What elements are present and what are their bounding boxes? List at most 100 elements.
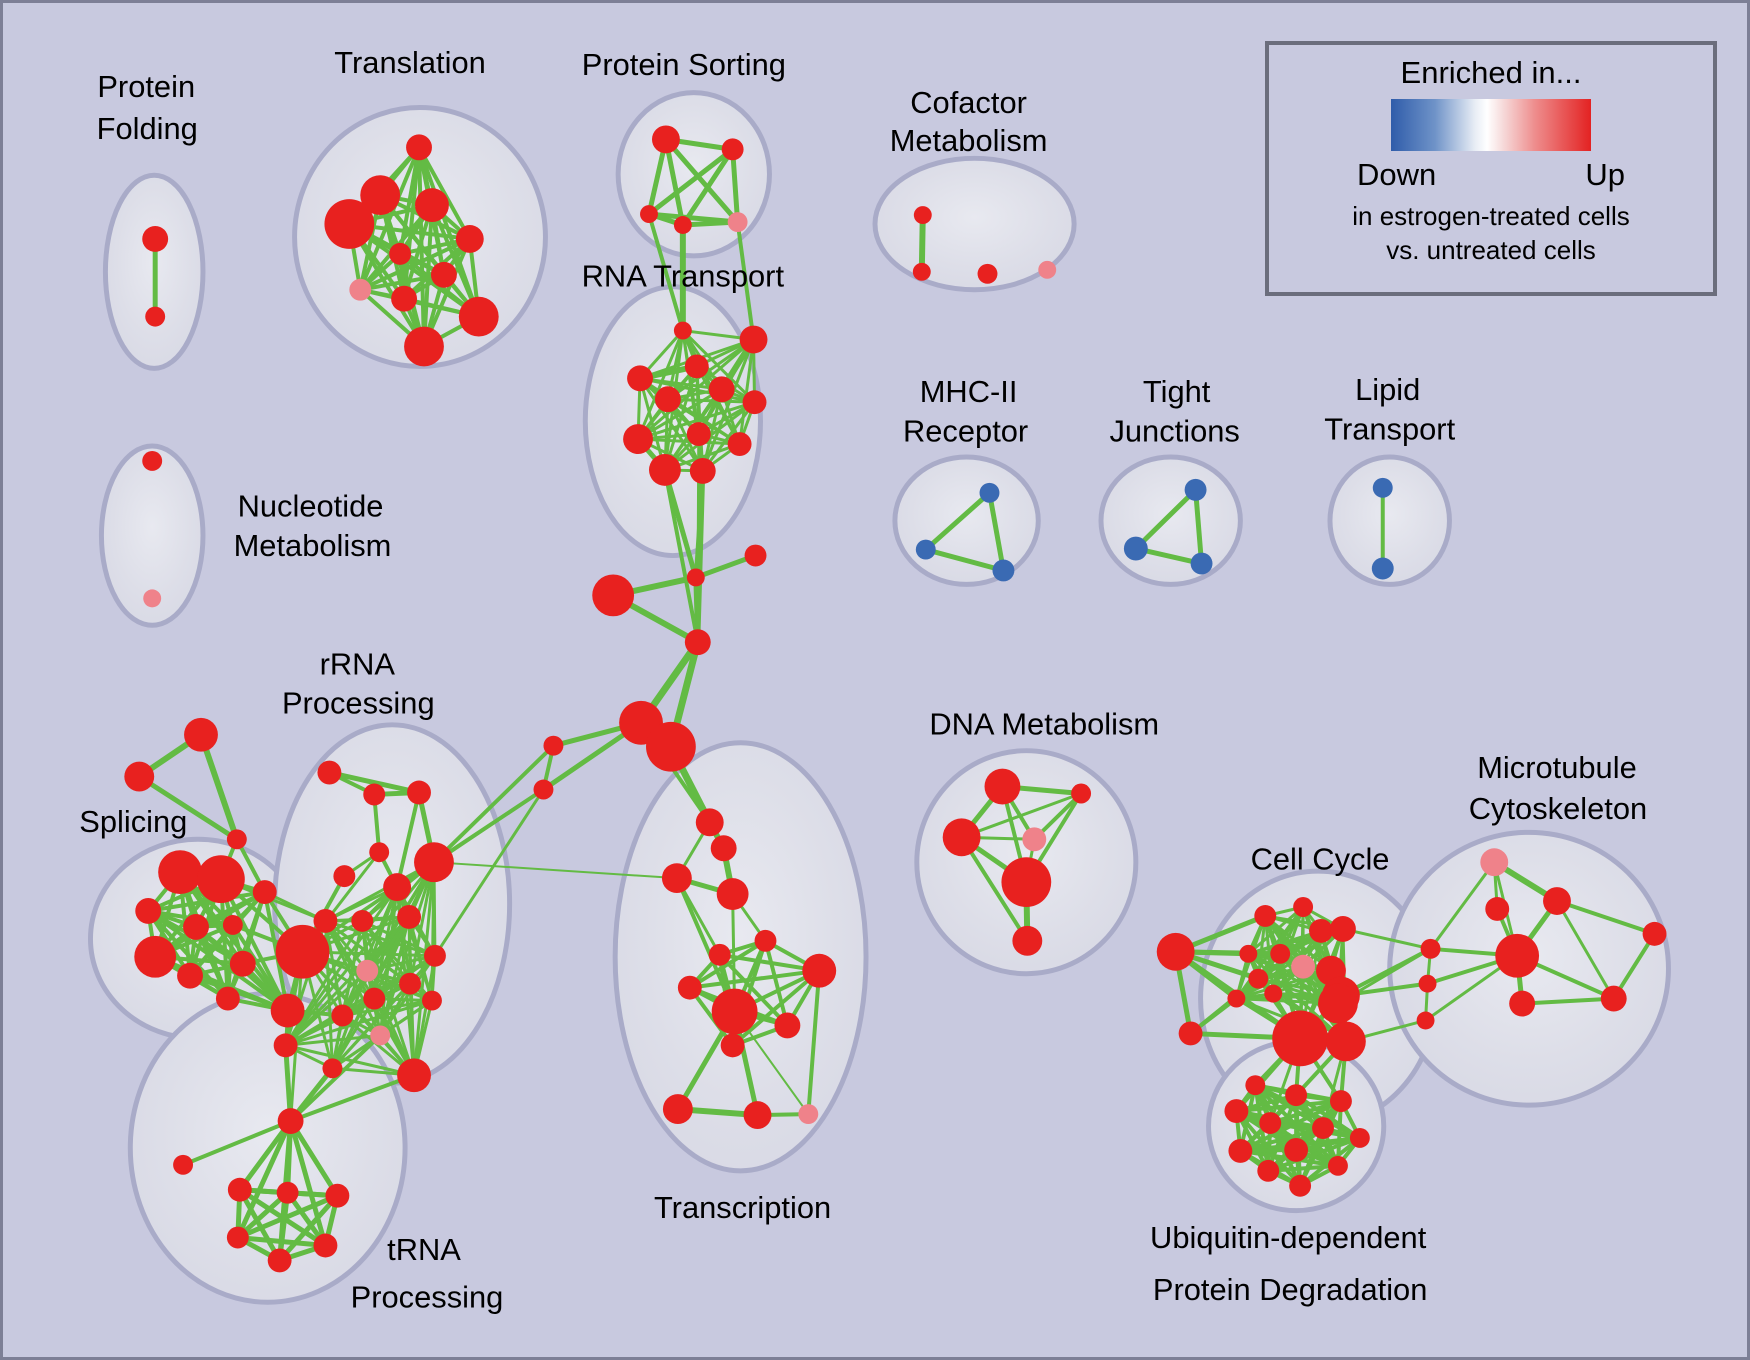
network-node-splicing-3 — [252, 880, 277, 905]
network-node-cofactor-2 — [977, 263, 998, 284]
network-edge-link — [647, 212, 685, 333]
network-node-rna_transport-1 — [739, 325, 768, 354]
cluster-label-protein_folding-line1: Folding — [97, 111, 198, 146]
network-node-rna_transport-3 — [684, 354, 709, 379]
cluster-ellipse-mhc — [892, 454, 1041, 587]
network-node-trna-7 — [267, 1248, 292, 1273]
legend-gradient-bar — [1391, 99, 1591, 151]
network-edge-tight — [1133, 487, 1199, 552]
network-edge-protein_sorting — [730, 146, 741, 225]
network-node-ubiquitin-5 — [1312, 1117, 1334, 1139]
network-edge-rrna — [408, 860, 436, 986]
network-node-transcription-12 — [743, 1101, 772, 1130]
network-node-ubiquitin-2 — [1329, 1090, 1352, 1113]
network-node-transcription-10 — [720, 1033, 745, 1058]
network-node-microtubule-6 — [1416, 1011, 1435, 1030]
network-edge-ubiquitin — [1266, 1135, 1362, 1173]
cluster-label-rrna-line1: Processing — [282, 685, 435, 720]
network-canvas: Protein Folding Translation Protein Sorting… — [79, 45, 1671, 1315]
network-edge-rrna — [395, 790, 422, 890]
cluster-label-splicing-line0: Splicing — [79, 804, 187, 839]
network-edge-transcription — [687, 968, 822, 990]
network-node-rna_transport-7 — [623, 424, 653, 455]
network-edge-rna_transport — [666, 397, 757, 404]
network-node-rrna-10 — [275, 924, 330, 979]
legend-box: Enriched in... Down Up in estrogen-treat… — [1265, 41, 1717, 296]
network-node-ubiquitin-7 — [1228, 1138, 1253, 1163]
network-node-rna_transport-10 — [649, 454, 681, 486]
network-node-cofactor-1 — [912, 262, 931, 281]
network-node-ubiquitin-1 — [1285, 1084, 1308, 1107]
cluster-label-rna_transport-line0: RNA Transport — [582, 258, 785, 293]
legend-subtitle-line1: in estrogen-treated cells — [1352, 201, 1630, 231]
network-node-dna-2 — [942, 818, 981, 857]
network-node-cofactor-0 — [913, 206, 932, 225]
network-node-free-10 — [226, 829, 247, 850]
cluster-label-microtubule-line1: Cytoskeleton — [1469, 791, 1647, 826]
network-edge-rrna — [365, 954, 437, 973]
network-node-protein_sorting-1 — [721, 138, 744, 161]
network-node-protein_sorting-3 — [673, 216, 692, 234]
network-node-splicing-5 — [222, 914, 243, 935]
network-edge-transcription — [674, 876, 737, 1014]
network-node-rrna-2 — [407, 780, 431, 805]
network-node-transcription-6 — [802, 953, 837, 988]
network-node-free-3 — [684, 629, 711, 656]
network-node-cell_cycle-16 — [1326, 1021, 1366, 1062]
network-edge-transcription — [730, 968, 822, 1048]
network-edge-rrna — [412, 954, 437, 1077]
network-node-rrna-8 — [351, 909, 374, 932]
network-node-cell_cycle-3 — [1309, 918, 1333, 943]
network-node-splicing-0 — [158, 850, 202, 895]
network-edge-trna — [288, 1118, 340, 1199]
network-edge-mhc — [987, 490, 1006, 573]
network-edge-trna — [235, 1118, 294, 1241]
network-node-microtubule-7 — [1509, 990, 1536, 1017]
network-node-rrna-18 — [370, 1025, 391, 1046]
network-node-protein_folding-0 — [142, 226, 169, 252]
network-edge-ubiquitin — [1234, 1099, 1343, 1114]
network-edge-free — [136, 774, 240, 842]
network-node-rna_transport-5 — [654, 386, 681, 413]
network-edge-microtubule — [1555, 899, 1616, 1001]
network-node-transcription-3 — [716, 878, 749, 910]
network-edge-trna — [288, 1118, 328, 1248]
network-node-microtubule-1 — [1485, 897, 1510, 921]
network-node-ubiquitin-4 — [1259, 1112, 1282, 1134]
network-edge-rrna — [378, 954, 437, 1037]
network-node-cofactor-3 — [1038, 260, 1057, 279]
network-edge-rrna — [284, 969, 369, 1047]
network-node-transcription-5 — [708, 943, 731, 966]
cluster-label-ubiquitin-line1: Protein Degradation — [1153, 1272, 1427, 1307]
network-edge-splicing — [230, 922, 290, 1013]
network-edge-trna — [235, 1190, 291, 1241]
network-edge-trna — [277, 1193, 340, 1263]
network-node-cell_cycle-7 — [1291, 954, 1316, 979]
cluster-label-protein_sorting-line0: Protein Sorting — [582, 47, 786, 82]
network-node-rna_transport-2 — [627, 365, 653, 392]
network-edge-dna — [959, 835, 1030, 943]
network-node-transcription-0 — [695, 808, 724, 837]
network-edge-transcription — [763, 938, 790, 1028]
network-edge-rna_transport — [636, 329, 685, 441]
network-edge-rna_transport — [636, 437, 742, 446]
network-node-free-0 — [592, 574, 635, 617]
network-node-nucleotide-1 — [143, 589, 162, 608]
network-node-cell_cycle-13 — [1178, 1021, 1203, 1046]
network-node-translation-3 — [415, 188, 449, 223]
network-node-translation-6 — [430, 261, 457, 288]
network-edge-link — [288, 1073, 417, 1124]
network-node-trna-2 — [227, 1177, 252, 1202]
network-node-lipid-0 — [1372, 477, 1393, 498]
network-node-rrna-6 — [414, 842, 454, 883]
network-node-microtubule-2 — [1543, 887, 1571, 915]
network-node-rrna-1 — [363, 783, 386, 806]
network-node-trna-5 — [226, 1226, 249, 1249]
network-edge-rna_transport — [701, 387, 724, 473]
network-node-free-8 — [184, 717, 218, 752]
cluster-label-mhc-line0: MHC-II — [920, 374, 1018, 409]
network-edge-rna_transport — [636, 400, 757, 441]
network-edge-protein_sorting — [663, 136, 741, 225]
cluster-label-cofactor-line0: Cofactor — [910, 85, 1027, 120]
network-node-protein_sorting-4 — [727, 212, 748, 232]
